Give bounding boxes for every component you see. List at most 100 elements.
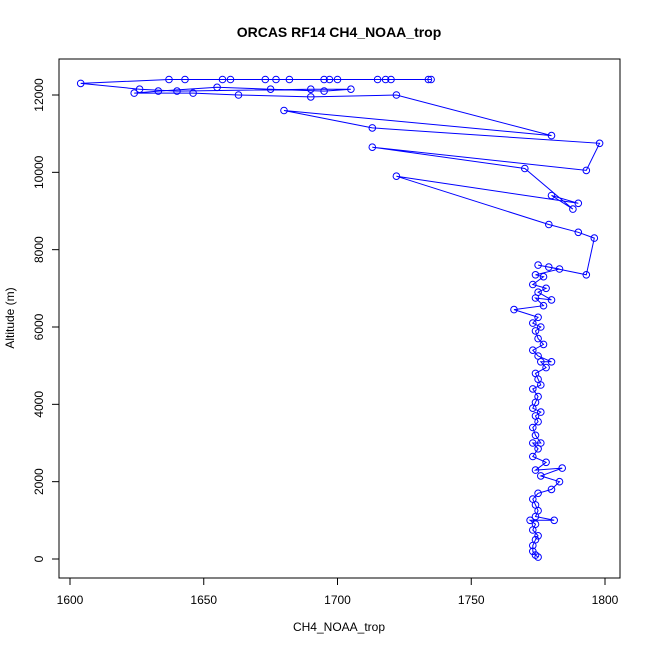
data-point: [531, 466, 540, 474]
data-point: [368, 143, 377, 151]
data-point: [547, 358, 556, 366]
data-point: [595, 139, 604, 148]
data-point: [531, 327, 540, 335]
data-point: [529, 495, 537, 503]
data-point: [537, 472, 545, 480]
data-point: [582, 166, 591, 175]
x-tick-label: 1700: [324, 593, 351, 607]
data-point: [531, 431, 540, 440]
data-point: [539, 301, 548, 310]
data-point: [347, 85, 355, 93]
data-point: [531, 412, 540, 420]
data-point: [569, 205, 577, 213]
data-point: [529, 439, 537, 447]
data-point: [542, 284, 550, 293]
data-point: [173, 87, 181, 95]
data-point: [529, 319, 537, 327]
y-tick-label: 10000: [32, 155, 46, 189]
data-point: [272, 75, 280, 84]
y-tick-label: 6000: [32, 313, 46, 340]
data-point: [368, 124, 377, 132]
data-point: [558, 464, 567, 472]
data-point: [545, 220, 553, 229]
data-point: [320, 87, 328, 95]
y-axis-label: Altitude (m): [3, 287, 17, 348]
data-point: [529, 452, 537, 461]
data-point: [534, 334, 542, 343]
data-point: [521, 164, 529, 173]
data-point: [510, 305, 518, 314]
data-point: [531, 271, 540, 279]
data-point: [547, 296, 556, 304]
data-point: [165, 75, 173, 84]
data-point: [181, 75, 189, 84]
x-axis: 1600 1650 1700 1750 1800: [57, 577, 619, 607]
data-point: [76, 79, 85, 88]
data-point: [381, 75, 390, 84]
data-point: [547, 485, 556, 494]
data-point: [534, 352, 542, 360]
y-tick-label: 12000: [32, 78, 46, 112]
data-point: [130, 89, 138, 97]
data-point: [529, 385, 537, 393]
data-point: [582, 271, 591, 279]
data-point: [320, 75, 328, 84]
data-point: [373, 75, 382, 84]
data-point: [547, 131, 556, 140]
y-tick-label: 0: [32, 555, 46, 562]
data-point: [526, 516, 534, 525]
data-point: [590, 234, 599, 242]
data-point: [531, 369, 540, 378]
data-point: [542, 458, 550, 467]
data-point: [529, 280, 537, 289]
data-point: [534, 392, 542, 401]
data-point: [539, 340, 548, 349]
data-point: [427, 75, 435, 84]
data-point: [392, 172, 401, 180]
x-tick-label: 1600: [57, 593, 84, 607]
data-point: [285, 75, 294, 84]
data-point: [387, 75, 395, 84]
data-point: [534, 489, 542, 498]
x-tick-label: 1800: [592, 593, 619, 607]
y-tick-label: 2000: [32, 468, 46, 495]
y-tick-label: 8000: [32, 236, 46, 263]
data-point: [539, 272, 548, 281]
data-point: [307, 93, 315, 101]
x-axis-label: CH4_NOAA_trop: [293, 620, 385, 634]
data-point: [537, 408, 545, 416]
data-point: [531, 520, 540, 529]
data-point: [534, 532, 542, 540]
y-axis: 0 2000 4000 6000 8000 10000 12000: [32, 78, 60, 562]
data-point: [529, 423, 537, 432]
data-point: [307, 85, 315, 93]
data-point: [280, 106, 288, 115]
data-point: [261, 75, 270, 84]
data-point: [545, 263, 553, 271]
data-point: [529, 346, 537, 355]
data-point: [547, 191, 556, 200]
data-point: [213, 83, 221, 92]
data-point: [333, 75, 342, 84]
data-point: [234, 91, 243, 99]
data-point: [574, 199, 583, 208]
data-point: [325, 75, 334, 84]
y-tick-label: 4000: [32, 391, 46, 418]
x-tick-label: 1650: [190, 593, 217, 607]
data-point: [266, 85, 275, 93]
data-point: [550, 516, 559, 525]
data-point: [534, 261, 542, 269]
x-tick-label: 1750: [458, 593, 485, 607]
data-point: [542, 363, 550, 372]
data-point: [537, 439, 545, 447]
data-point: [154, 87, 163, 95]
data-point: [574, 228, 583, 237]
data-point: [218, 75, 227, 84]
data-point: [531, 535, 540, 544]
data-point: [537, 323, 545, 331]
data-point: [531, 551, 540, 559]
data-point: [189, 89, 197, 97]
data-point: [555, 265, 564, 273]
data-point: [392, 91, 401, 99]
